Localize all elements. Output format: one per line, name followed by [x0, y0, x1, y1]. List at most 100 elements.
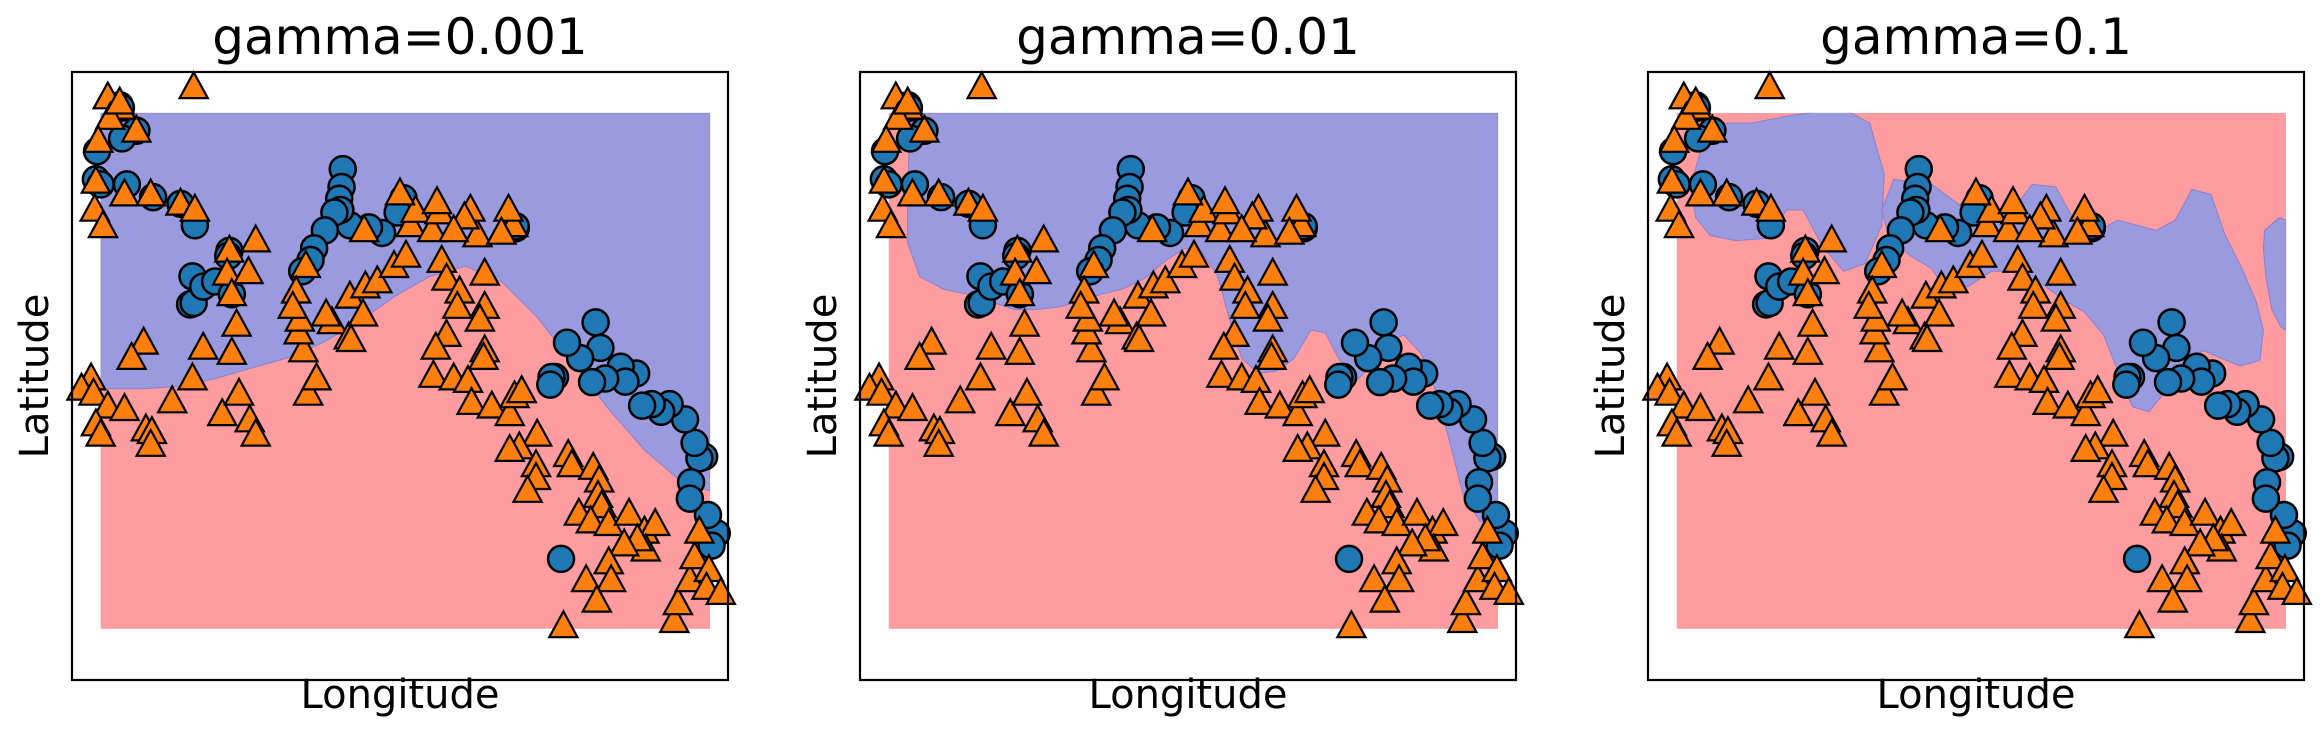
- point-triangle-79: [437, 213, 470, 243]
- point-triangle-107: [1401, 496, 1433, 526]
- point-triangle-21: [1003, 335, 1036, 365]
- point-triangle-86: [452, 363, 484, 393]
- chart-panel-3: gamma=0.1 Longitude Latitude: [1588, 8, 2313, 718]
- point-triangle-5: [177, 70, 210, 100]
- point-triangle-10: [87, 209, 119, 239]
- point-triangle-116: [1368, 583, 1401, 613]
- point-triangle-91: [1293, 374, 1326, 404]
- point-triangle-6: [891, 85, 924, 115]
- point-triangle-72: [1993, 358, 2026, 388]
- point-triangle-65: [421, 185, 453, 215]
- point-triangle-1: [908, 113, 941, 143]
- point-triangle-107: [2189, 496, 2221, 526]
- point-triangle-19: [1008, 307, 1041, 337]
- point-triangle-59: [348, 213, 381, 243]
- point-triangle-32: [896, 391, 929, 422]
- point-triangle-50: [1135, 297, 1167, 327]
- point-triangle-21: [1791, 335, 1824, 365]
- point-triangle-75: [1280, 192, 1313, 222]
- point-triangle-109: [639, 506, 672, 537]
- point-triangle-115: [570, 563, 603, 593]
- point-triangle-59: [1924, 213, 1957, 243]
- point-triangle-58: [1172, 176, 1204, 206]
- point-triangle-92: [2097, 417, 2130, 447]
- point-triangle-94: [493, 432, 526, 462]
- point-triangle-36: [944, 384, 977, 414]
- point-triangle-50: [1923, 297, 1955, 327]
- point-triangle-79: [1225, 213, 1258, 243]
- point-circle-21: [581, 308, 610, 337]
- point-triangle-119: [1449, 586, 1482, 616]
- point-triangle-69: [1251, 302, 1284, 332]
- point-triangle-119: [2237, 586, 2270, 616]
- point-triangle-58: [1960, 176, 1992, 206]
- point-triangle-94: [2069, 432, 2102, 462]
- point-triangle-5: [965, 70, 998, 100]
- point-triangle-57: [399, 193, 432, 223]
- point-triangle-23: [964, 361, 997, 391]
- point-triangle-8: [867, 164, 900, 194]
- point-triangle-67: [2044, 256, 2077, 286]
- point-triangle-71: [419, 330, 452, 360]
- point-triangle-4: [1670, 100, 1703, 130]
- point-triangle-53: [1937, 264, 1970, 294]
- point-triangle-40: [1815, 417, 1848, 447]
- point-triangle-38: [1799, 376, 1831, 406]
- point-triangle-57: [1975, 193, 2008, 223]
- point-circle-26: [1324, 370, 1353, 399]
- point-triangle-53: [361, 264, 394, 294]
- point-triangle-85: [2043, 340, 2076, 370]
- point-triangle-17: [1815, 223, 1848, 253]
- point-circle-26: [2112, 370, 2141, 399]
- point-triangle-92: [1309, 417, 1342, 447]
- point-triangle-91: [2081, 374, 2114, 404]
- point-triangle-88: [475, 389, 508, 419]
- point-triangle-22: [975, 330, 1008, 360]
- point-triangle-65: [1997, 185, 2029, 215]
- point-triangle-121: [1466, 540, 1499, 570]
- point-triangle-86: [1240, 363, 1272, 393]
- point-triangle-105: [2150, 504, 2183, 534]
- point-circle-19: [2153, 367, 2183, 397]
- point-triangle-51: [1123, 322, 1156, 353]
- point-triangle-118: [658, 603, 691, 634]
- point-triangle-109: [2215, 506, 2248, 537]
- point-triangle-62: [276, 289, 309, 319]
- scatter-points: [65, 70, 737, 639]
- point-triangle-37: [206, 397, 239, 427]
- chart-panel-1: gamma=0.001 Longitude Latitude: [12, 8, 737, 718]
- y-axis-label: Latitude: [12, 294, 58, 459]
- point-triangle-116: [580, 583, 613, 613]
- point-triangle-63: [1204, 213, 1237, 243]
- point-circle-21: [2157, 308, 2186, 337]
- chart-title: gamma=0.1: [1820, 8, 2132, 66]
- y-axis-label: Latitude: [1588, 294, 1634, 459]
- point-triangle-114: [595, 563, 628, 593]
- point-triangle-60: [1077, 248, 1110, 279]
- point-triangle-8: [1655, 164, 1688, 194]
- point-triangle-76: [2061, 215, 2094, 245]
- point-triangle-24: [127, 325, 160, 355]
- point-circle-7: [2256, 428, 2285, 458]
- point-triangle-36: [1732, 384, 1765, 414]
- point-triangle-119: [661, 586, 694, 616]
- point-triangle-81: [1218, 261, 1251, 291]
- point-triangle-51: [335, 322, 368, 353]
- point-circle-1: [2122, 544, 2152, 574]
- point-triangle-10: [1663, 209, 1695, 239]
- point-triangle-35: [922, 427, 955, 457]
- point-triangle-12: [134, 177, 167, 207]
- point-circle-14: [2203, 391, 2233, 420]
- point-triangle-69: [2039, 302, 2072, 332]
- x-axis-label: Longitude: [1089, 672, 1288, 718]
- point-triangle-28: [77, 376, 110, 406]
- point-triangle-37: [1782, 397, 1815, 427]
- point-triangle-72: [1205, 358, 1238, 388]
- point-triangle-25: [903, 340, 936, 370]
- point-triangle-60: [289, 248, 322, 279]
- point-triangle-21: [215, 335, 248, 365]
- point-triangle-20: [1808, 255, 1841, 285]
- point-triangle-43: [1863, 333, 1896, 363]
- point-triangle-42: [1088, 361, 1121, 391]
- point-triangle-11: [896, 177, 929, 207]
